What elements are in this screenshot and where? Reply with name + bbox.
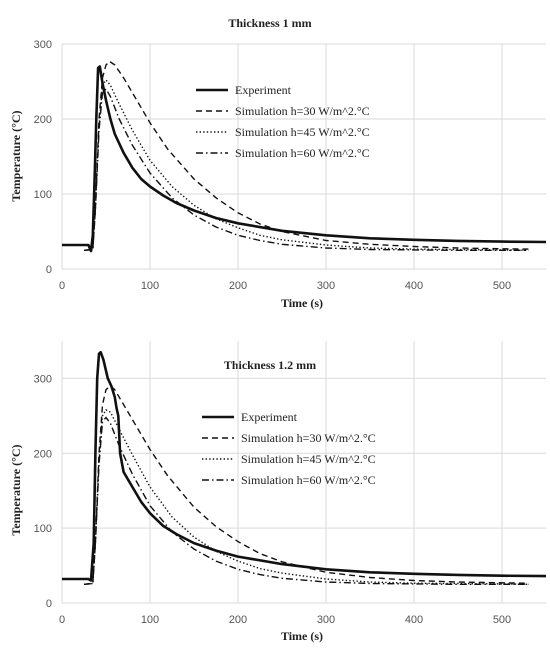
x-tick-label: 100 [141, 280, 159, 292]
legend: Experiment Simulation h=30 W/m^2.°C Simula… [196, 83, 370, 160]
x-tick-label: 300 [317, 614, 335, 626]
x-tick-label: 200 [229, 280, 247, 292]
legend-label: Simulation h=45 W/m^2.°C [235, 125, 370, 139]
y-tick-label: 100 [34, 523, 52, 535]
grid [61, 43, 546, 270]
y-tick-label: 300 [34, 373, 52, 385]
legend-label: Simulation h=45 W/m^2.°C [241, 452, 376, 466]
x-axis-label: Time (s) [281, 296, 323, 310]
chart-title: Thickness 1.2 mm [224, 358, 316, 372]
axis-ticks: 0 100 200 300 400 500 0 100 200 300 [34, 373, 512, 626]
axis-ticks: 0 100 200 300 400 500 0 100 200 300 [34, 39, 512, 292]
y-tick-label: 200 [34, 114, 52, 126]
legend-label: Experiment [235, 83, 292, 97]
y-tick-label: 0 [46, 264, 52, 276]
chart-thickness-1mm: Thickness 1 mm Time (s) Temperature (°C)… [9, 16, 547, 310]
y-tick-label: 0 [46, 598, 52, 610]
y-axis-label: Temperature (°C) [9, 110, 23, 201]
y-axis-label: Temperature (°C) [9, 444, 23, 535]
series-line-simulation-h-45-w-m-2-c [83, 79, 529, 251]
y-tick-label: 300 [34, 39, 52, 51]
x-tick-label: 0 [59, 280, 65, 292]
y-tick-label: 200 [34, 448, 52, 460]
y-tick-label: 100 [34, 189, 52, 201]
chart-title: Thickness 1 mm [228, 16, 311, 30]
x-tick-label: 100 [141, 614, 159, 626]
x-tick-label: 200 [229, 614, 247, 626]
x-axis-label: Time (s) [281, 629, 323, 643]
series-line-simulation-h-45-w-m-2-c [83, 409, 529, 585]
series-line-simulation-h-30-w-m-2-c [83, 60, 529, 251]
chart-thickness-1-2mm: Thickness 1.2 mm Time (s) Temperature (°… [9, 341, 547, 643]
x-tick-label: 300 [317, 280, 335, 292]
series-line-experiment [62, 65, 547, 253]
x-tick-label: 400 [405, 280, 423, 292]
legend-label: Simulation h=60 W/m^2.°C [235, 146, 370, 160]
legend: Experiment Simulation h=30 W/m^2.°C Simula… [202, 410, 376, 487]
grid [61, 341, 546, 604]
series-lines [62, 350, 547, 585]
series-lines [62, 60, 547, 253]
legend-label: Simulation h=30 W/m^2.°C [235, 104, 370, 118]
legend-label: Experiment [241, 410, 298, 424]
series-line-simulation-h-60-w-m-2-c [83, 88, 529, 251]
x-tick-label: 0 [59, 614, 65, 626]
legend-label: Simulation h=60 W/m^2.°C [241, 473, 376, 487]
x-tick-label: 400 [405, 614, 423, 626]
series-line-simulation-h-30-w-m-2-c [83, 385, 529, 585]
legend-label: Simulation h=30 W/m^2.°C [241, 431, 376, 445]
series-line-experiment [62, 350, 547, 582]
x-tick-label: 500 [493, 614, 511, 626]
series-line-simulation-h-60-w-m-2-c [83, 416, 529, 585]
x-tick-label: 500 [493, 280, 511, 292]
